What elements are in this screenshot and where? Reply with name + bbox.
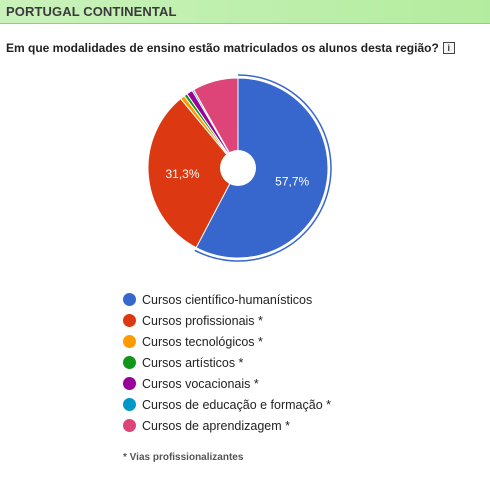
slice-label-2: 31,3% <box>165 167 199 181</box>
legend-swatch <box>123 314 136 327</box>
legend-item-6[interactable]: Cursos de educação e formação * <box>123 394 331 415</box>
section-title: PORTUGAL CONTINENTAL <box>6 4 177 19</box>
legend-label: Cursos tecnológicos * <box>142 334 263 349</box>
info-icon[interactable]: i <box>442 42 455 54</box>
pie-chart: 57,7% 31,3% <box>147 74 332 262</box>
pie-slice-1[interactable] <box>195 77 329 259</box>
legend-swatch <box>123 335 136 348</box>
question-text: Em que modalidades de ensino estão matri… <box>6 41 439 55</box>
legend-label: Cursos de aprendizagem * <box>142 418 290 433</box>
footnote: * Vias profissionalizantes <box>123 452 244 463</box>
chart-legend: Cursos científico-humanísticos Cursos pro… <box>123 289 331 436</box>
pie-slice-7[interactable] <box>192 77 239 170</box>
question-title: Em que modalidades de ensino estão matri… <box>6 41 455 55</box>
legend-label: Cursos profissionais * <box>142 313 263 328</box>
legend-swatch <box>123 377 136 390</box>
section-header: PORTUGAL CONTINENTAL <box>0 0 490 24</box>
legend-item-5[interactable]: Cursos vocacionais * <box>123 373 331 394</box>
legend-swatch <box>123 293 136 306</box>
legend-item-1[interactable]: Cursos científico-humanísticos <box>123 289 331 310</box>
pie-slice-2[interactable] <box>147 97 239 249</box>
legend-label: Cursos vocacionais * <box>142 376 259 391</box>
legend-label: Cursos de educação e formação * <box>142 397 331 412</box>
legend-label: Cursos artísticos * <box>142 355 244 370</box>
legend-label: Cursos científico-humanísticos <box>142 292 313 307</box>
legend-swatch <box>123 356 136 369</box>
legend-item-3[interactable]: Cursos tecnológicos * <box>123 331 331 352</box>
legend-swatch <box>123 419 136 432</box>
slice-label-1: 57,7% <box>275 174 309 188</box>
legend-item-2[interactable]: Cursos profissionais * <box>123 310 331 331</box>
legend-item-7[interactable]: Cursos de aprendizagem * <box>123 415 331 436</box>
donut-hole <box>220 150 256 186</box>
legend-swatch <box>123 398 136 411</box>
legend-item-4[interactable]: Cursos artísticos * <box>123 352 331 373</box>
pie-slice-highlight <box>194 74 332 262</box>
